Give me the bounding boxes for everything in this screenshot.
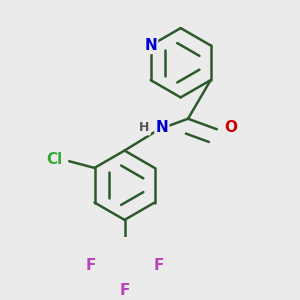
Text: N: N [155, 120, 168, 135]
Text: F: F [119, 283, 130, 298]
Text: H: H [140, 122, 150, 134]
Text: N: N [144, 38, 157, 53]
Text: F: F [85, 258, 96, 273]
Text: Cl: Cl [46, 152, 63, 167]
Text: F: F [153, 258, 164, 273]
Text: O: O [224, 120, 237, 135]
